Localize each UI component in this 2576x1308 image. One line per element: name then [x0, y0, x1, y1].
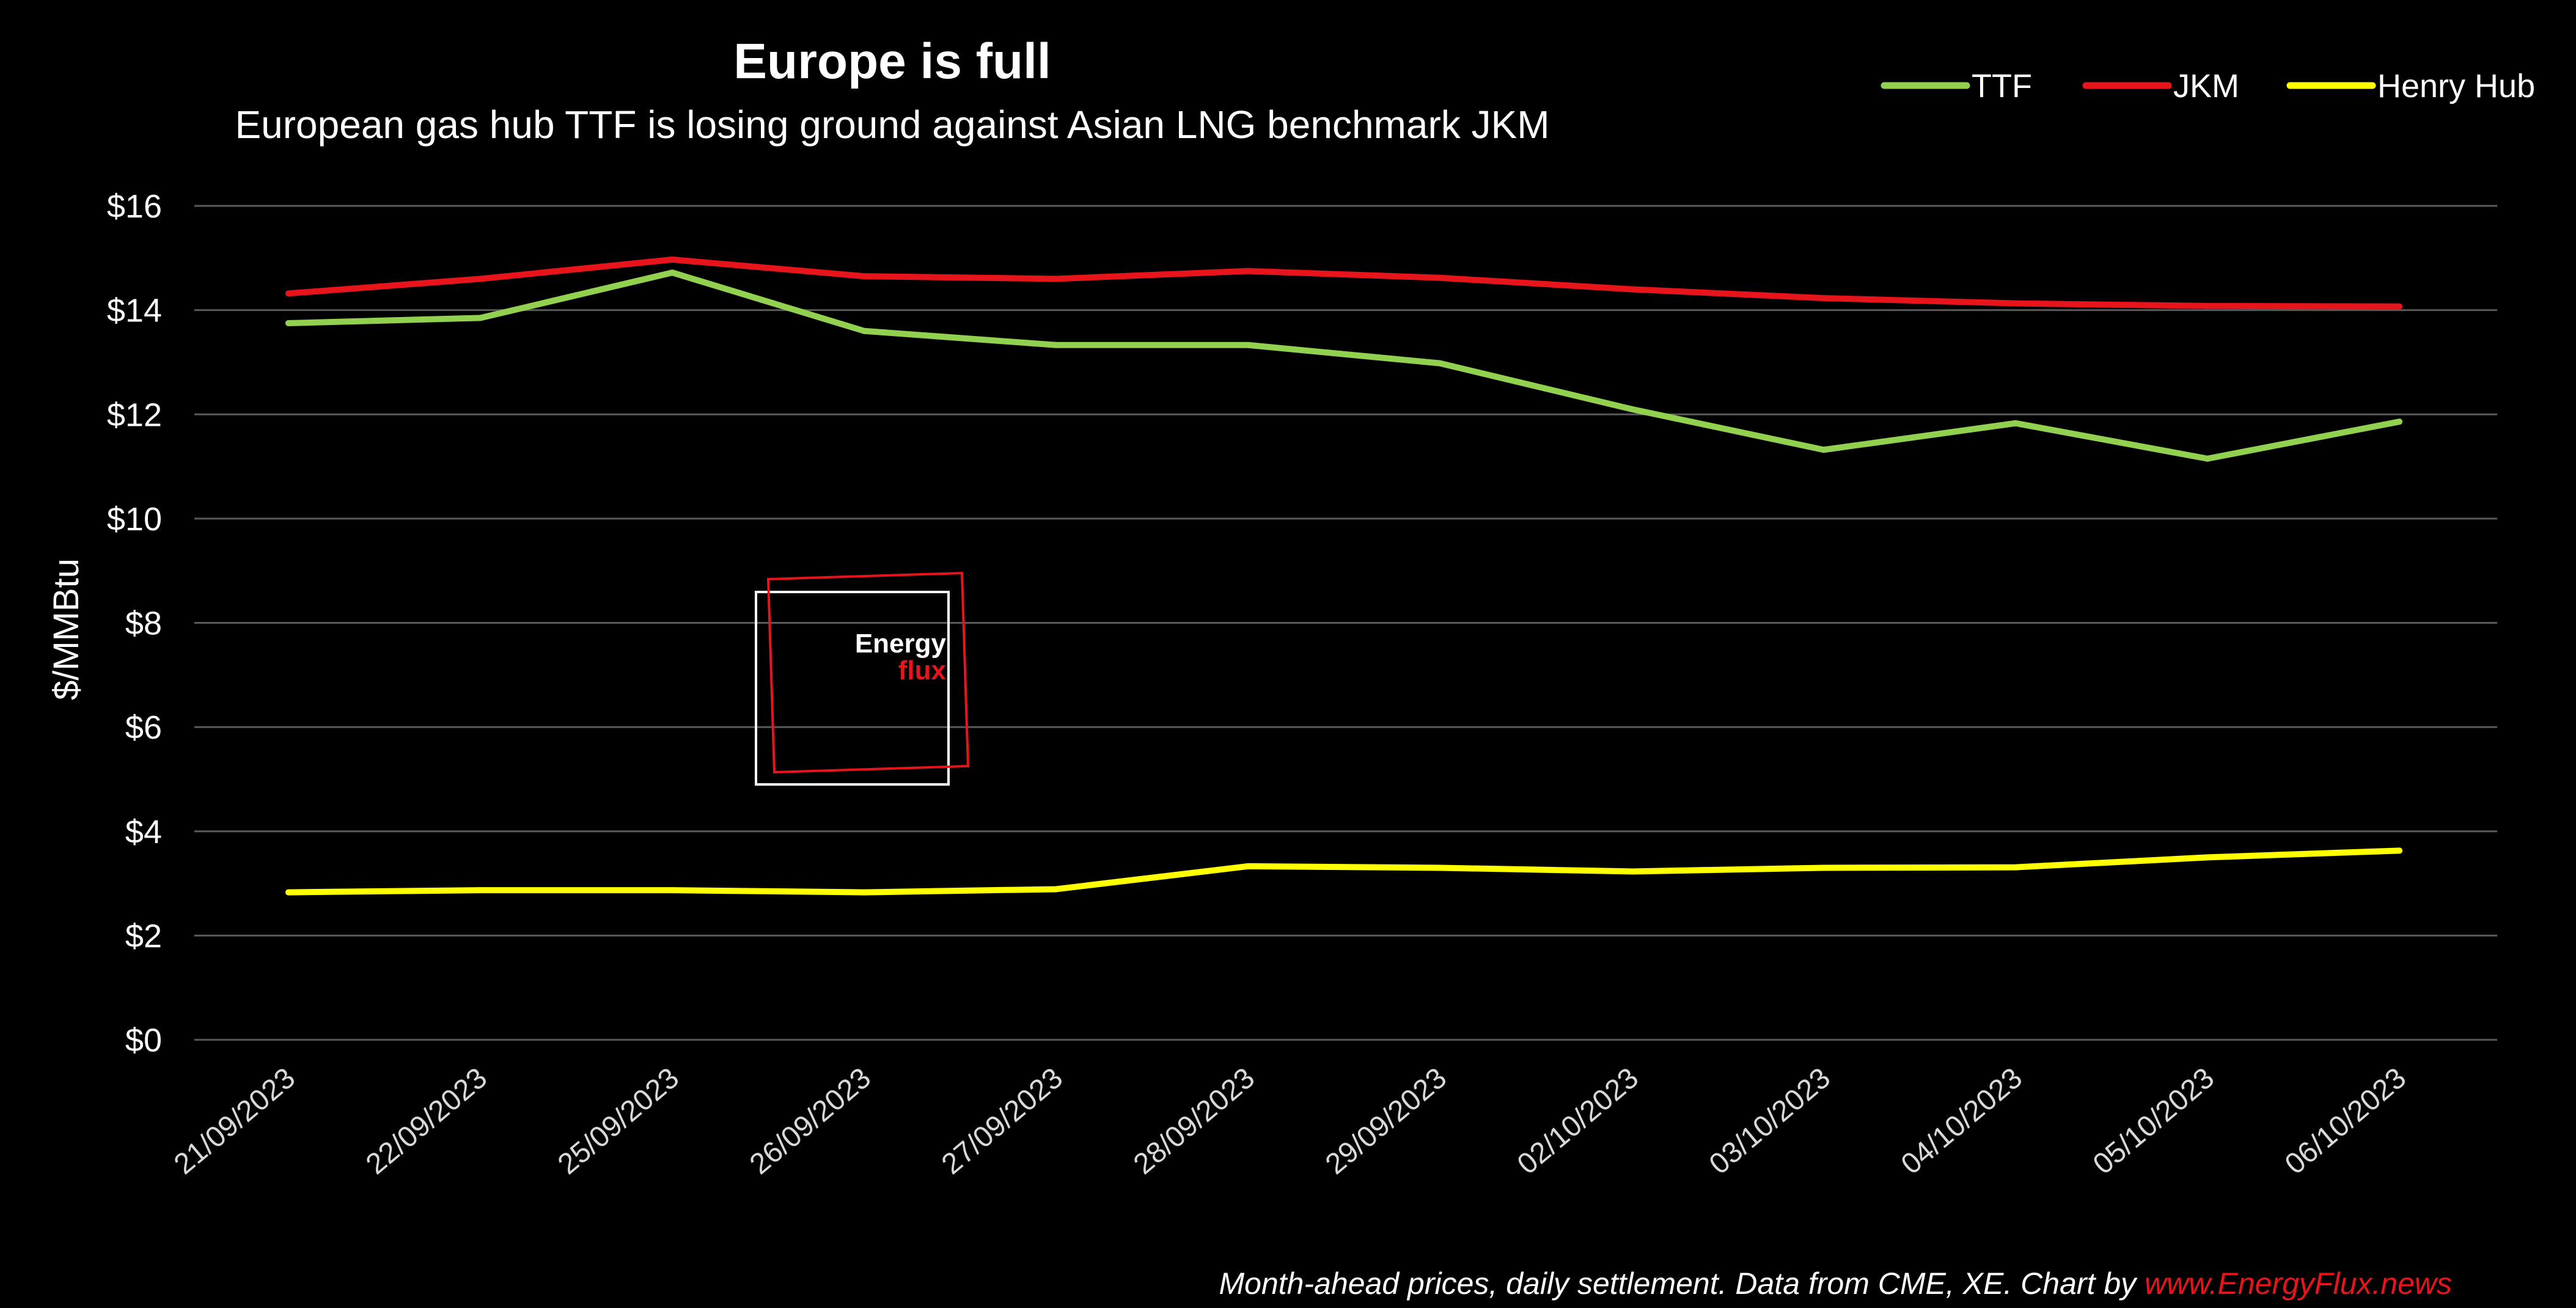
y-tick-label: $16 [107, 188, 162, 225]
data-point-ttf [2396, 418, 2402, 425]
data-point-jkm [2013, 300, 2019, 307]
y-tick-label: $14 [107, 293, 162, 329]
data-point-jkm [2396, 303, 2402, 310]
data-point-henry-hub [2013, 864, 2019, 871]
legend-label-ttf: TTF [1972, 68, 2032, 104]
data-point-henry-hub [861, 889, 867, 896]
data-point-jkm [477, 276, 483, 282]
data-point-henry-hub [285, 889, 292, 896]
data-point-henry-hub [2396, 847, 2402, 854]
data-point-ttf [1245, 342, 1251, 348]
y-tick-label: $2 [125, 918, 162, 954]
y-axis-label: $/MMBtu [46, 558, 86, 700]
data-point-henry-hub [1245, 863, 1251, 869]
data-point-jkm [1629, 286, 1635, 293]
legend-label-henry-hub: Henry Hub [2377, 68, 2535, 104]
data-point-jkm [1437, 274, 1443, 281]
y-tick-label: $4 [125, 814, 162, 850]
y-tick-label: $8 [125, 605, 162, 642]
y-tick-label: $0 [125, 1022, 162, 1059]
data-point-henry-hub [1629, 868, 1635, 875]
data-point-jkm [2204, 302, 2211, 309]
legend: TTF JKM Henry Hub [1881, 68, 2535, 104]
energyflux-logo: Energy flux [755, 571, 970, 786]
data-point-jkm [1821, 295, 1827, 302]
logo-text-energy: Energy [855, 629, 947, 659]
data-point-henry-hub [1437, 864, 1443, 871]
footer-link[interactable]: www.EnergyFlux.news [2145, 1266, 2452, 1301]
data-point-jkm [1245, 268, 1251, 274]
series-line-henry-hub [285, 847, 2402, 896]
data-point-jkm [861, 273, 867, 280]
footer-text: Month-ahead prices, daily settlement. Da… [1219, 1266, 2145, 1301]
data-point-henry-hub [1053, 886, 1059, 893]
y-axis-ticks: $0 $2 $4 $6 $8 $10 $12 $14 $16 [107, 188, 162, 1059]
data-point-ttf [1629, 406, 1635, 412]
y-tick-label: $6 [125, 709, 162, 746]
series-line-ttf [285, 269, 2402, 462]
data-point-henry-hub [2204, 854, 2211, 861]
series-lines [285, 256, 2402, 896]
grid-lines [194, 205, 2497, 1041]
data-point-jkm [285, 290, 292, 297]
legend-label-jkm: JKM [2173, 68, 2239, 104]
data-point-henry-hub [669, 887, 675, 894]
data-point-ttf [861, 327, 867, 334]
data-point-jkm [669, 256, 675, 263]
data-point-ttf [477, 315, 483, 321]
data-point-ttf [669, 269, 675, 276]
data-point-ttf [1437, 360, 1443, 367]
series-line-jkm [285, 256, 2402, 310]
footer-source: Month-ahead prices, daily settlement. Da… [1219, 1266, 2452, 1301]
data-point-jkm [1053, 276, 1059, 282]
data-point-henry-hub [477, 887, 483, 894]
data-point-ttf [1053, 342, 1059, 348]
data-point-ttf [2013, 420, 2019, 426]
chart-title: Europe is full [733, 34, 1051, 89]
data-point-ttf [2204, 455, 2211, 462]
logo-text-flux: flux [898, 656, 947, 685]
y-tick-label: $10 [107, 501, 162, 538]
data-point-ttf [1821, 447, 1827, 453]
data-point-ttf [285, 320, 292, 326]
logo-red-frame [766, 571, 970, 774]
chart-subtitle: European gas hub TTF is losing ground ag… [235, 103, 1549, 147]
data-point-henry-hub [1821, 864, 1827, 871]
logo-white-frame [755, 591, 950, 786]
y-tick-label: $12 [107, 396, 162, 433]
